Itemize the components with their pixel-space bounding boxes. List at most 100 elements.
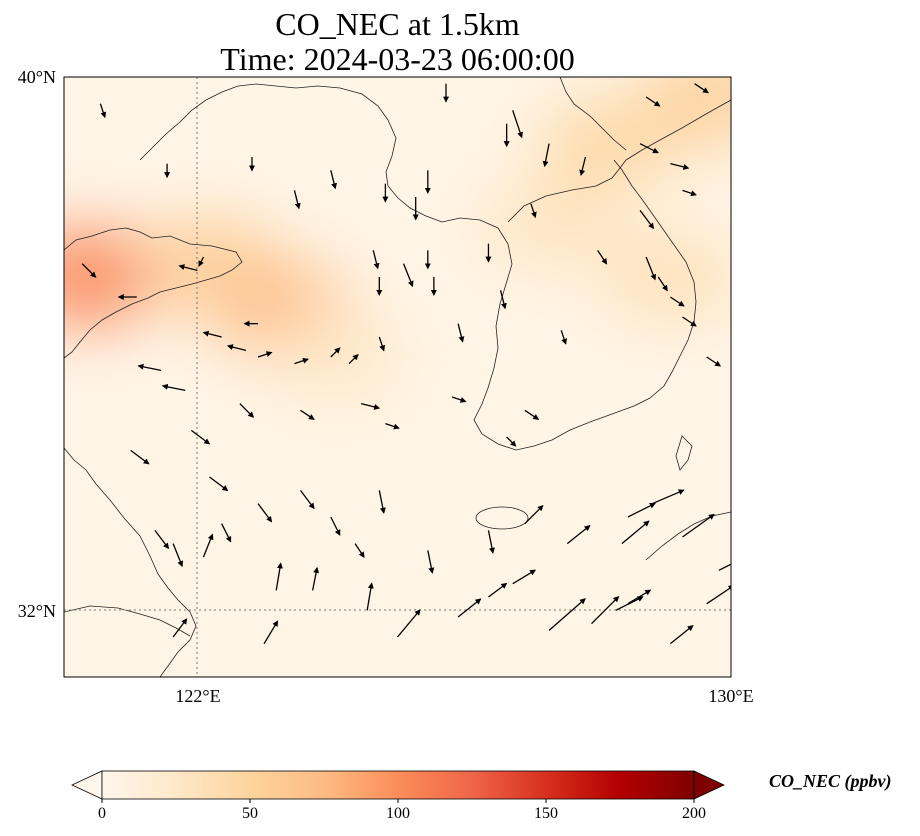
concentration-hotspot bbox=[600, 232, 731, 322]
wind-vector bbox=[294, 357, 309, 365]
colorbar bbox=[71, 770, 725, 803]
korea-coast bbox=[441, 159, 697, 451]
wind-vector bbox=[512, 569, 537, 585]
wind-vector bbox=[81, 263, 97, 278]
concentration-field bbox=[64, 77, 731, 402]
wind-vector bbox=[627, 589, 652, 605]
wind-vector bbox=[161, 383, 186, 391]
wind-vector bbox=[354, 543, 365, 558]
wind-vector bbox=[682, 189, 697, 197]
wind-vector bbox=[330, 170, 337, 190]
wind-vector bbox=[137, 363, 162, 371]
korea-north-coast-top bbox=[559, 77, 627, 151]
wind-vector bbox=[330, 516, 341, 536]
wind-vector bbox=[451, 396, 467, 403]
wind-vector bbox=[130, 449, 150, 465]
colorbar-tick: 200 bbox=[682, 805, 706, 822]
wind-vector bbox=[670, 296, 685, 307]
wind-vector bbox=[657, 276, 668, 292]
wind-vector bbox=[579, 156, 587, 176]
korea-northeast-coast bbox=[625, 99, 731, 161]
wind-vector bbox=[172, 543, 184, 568]
coastline-layer bbox=[64, 77, 731, 677]
wind-vector bbox=[706, 356, 722, 367]
wind-vector bbox=[172, 618, 188, 638]
wind-vector bbox=[524, 409, 540, 420]
wind-vector bbox=[385, 423, 400, 430]
wind-vector bbox=[293, 190, 301, 210]
wind-vector bbox=[299, 489, 315, 510]
wind-vector bbox=[257, 351, 273, 358]
wind-vector bbox=[651, 489, 685, 505]
wind-vector bbox=[257, 503, 273, 523]
map-panel bbox=[64, 77, 731, 677]
wind-vector bbox=[202, 533, 214, 558]
coastline-china-north bbox=[64, 227, 243, 359]
map-title: CO_NEC at 1.5km bbox=[275, 6, 520, 42]
wind-vector bbox=[209, 476, 229, 492]
wind-vector bbox=[457, 323, 465, 343]
wind-vector bbox=[366, 582, 374, 611]
wind-vector bbox=[591, 595, 620, 625]
wind-vector bbox=[639, 209, 655, 230]
wind-vector bbox=[360, 403, 381, 410]
liaodong-peninsula bbox=[139, 83, 443, 223]
wind-vector bbox=[597, 249, 608, 265]
wind-vector bbox=[548, 598, 586, 631]
map-frame bbox=[63, 76, 732, 678]
wind-vector bbox=[402, 263, 414, 288]
wind-vector bbox=[670, 163, 690, 170]
wind-vector bbox=[682, 316, 697, 327]
concentration-hotspot bbox=[64, 232, 159, 322]
concentration-hotspot bbox=[266, 312, 407, 402]
jeju-island bbox=[475, 506, 529, 530]
wind-vector bbox=[706, 585, 731, 605]
wind-vector bbox=[427, 550, 435, 574]
colorbar-tick: 100 bbox=[386, 805, 410, 822]
wind-vector bbox=[560, 330, 567, 345]
wind-vector bbox=[718, 563, 731, 571]
colorbar-gradient bbox=[102, 771, 694, 799]
wind-vector bbox=[202, 330, 222, 338]
japan-tsushima bbox=[675, 435, 693, 471]
concentration-hotspot bbox=[642, 77, 731, 142]
colorbar-tick: 50 bbox=[242, 805, 258, 822]
wind-vector bbox=[542, 143, 550, 168]
lat-label-32n: 32°N bbox=[17, 601, 56, 621]
wind-vector bbox=[239, 403, 255, 418]
wind-vector bbox=[311, 566, 320, 591]
wind-vector bbox=[499, 290, 507, 310]
wind-vector bbox=[645, 256, 657, 281]
wind-vector bbox=[487, 530, 495, 554]
wind-vector bbox=[488, 582, 508, 598]
coastline-china-south bbox=[64, 447, 197, 677]
wind-vector bbox=[190, 429, 211, 445]
colorbar-tick: 0 bbox=[98, 805, 106, 822]
wind-vector bbox=[669, 625, 694, 645]
concentration-hotspot bbox=[539, 98, 680, 189]
wind-vector bbox=[530, 203, 537, 219]
wind-vector bbox=[348, 353, 359, 365]
lon-label-122e: 122°E bbox=[175, 686, 221, 706]
japan-kyushu-coast bbox=[645, 511, 731, 561]
wind-vector bbox=[524, 504, 544, 525]
wind-vector bbox=[372, 250, 380, 270]
wind-vector bbox=[198, 256, 205, 267]
wind-vector bbox=[263, 620, 279, 645]
yangtze-estuary bbox=[64, 605, 191, 637]
wind-vector bbox=[627, 502, 656, 518]
wind-vector bbox=[457, 598, 482, 618]
wind-vector bbox=[300, 409, 315, 420]
wind-vector bbox=[639, 143, 659, 154]
korea-north-border bbox=[507, 159, 627, 223]
wind-vector bbox=[99, 103, 107, 119]
gridlines bbox=[64, 77, 731, 677]
wind-vector bbox=[154, 529, 170, 550]
lon-label-130e: 130°E bbox=[708, 686, 754, 706]
wind-vector bbox=[566, 525, 591, 545]
wind-vector bbox=[512, 110, 523, 139]
wind-vector bbox=[330, 347, 341, 358]
wind-vector-layer bbox=[81, 83, 731, 645]
colorbar-tick: 150 bbox=[534, 805, 558, 822]
wind-vector bbox=[178, 264, 198, 271]
